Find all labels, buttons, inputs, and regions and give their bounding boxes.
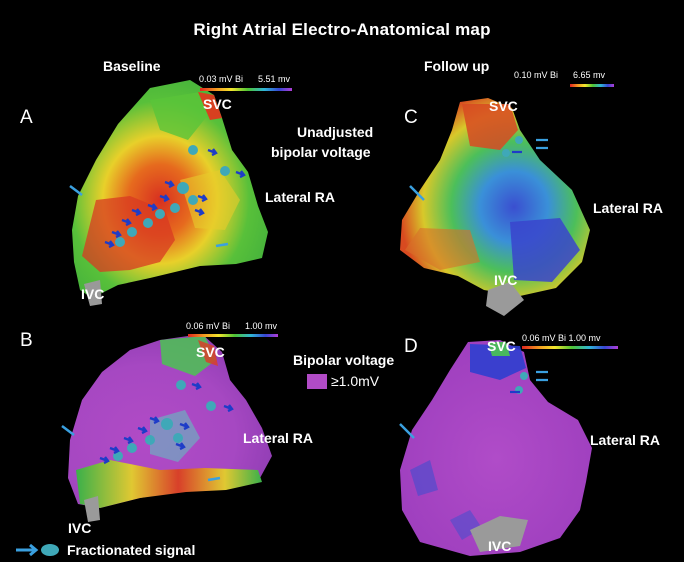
map-a: [72, 80, 268, 306]
scale-c-min: 0.10 mV Bi: [514, 70, 559, 80]
svc-label-d: SVC: [487, 338, 516, 354]
scale-a-bar: [200, 88, 292, 91]
scale-d-bar: [522, 346, 618, 349]
svc-label-c: SVC: [489, 98, 518, 114]
fractionated-signal-label: Fractionated signal: [67, 542, 196, 558]
lateral-ra-label-d: Lateral RA: [590, 432, 661, 448]
lateral-ra-label-c: Lateral RA: [593, 200, 664, 216]
map-c-fractionated-markers: [409, 136, 548, 201]
ivc-label-d: IVC: [488, 538, 512, 554]
scale-c-bar: [570, 84, 614, 87]
followup-label: Follow up: [424, 58, 490, 74]
bipolar-voltage-label-a: bipolar voltage: [271, 144, 371, 160]
scale-b-max: 1.00 mv: [245, 321, 278, 331]
map-a-fractionated-markers: [69, 145, 246, 249]
scale-b-bar: [188, 334, 278, 337]
unadjusted-label: Unadjusted: [297, 124, 374, 140]
lateral-ra-label-a: Lateral RA: [265, 189, 336, 205]
panel-letter-d: D: [404, 336, 418, 357]
baseline-label: Baseline: [103, 58, 161, 74]
ivc-label-b: IVC: [68, 520, 92, 536]
panel-letter-b: B: [20, 330, 33, 351]
scale-d: 0.06 mV Bi 1.00 mv: [522, 333, 601, 343]
scale-a-max: 5.51 mv: [258, 74, 291, 84]
scale-a-min: 0.03 mV Bi: [199, 74, 244, 84]
bipolar-voltage-label-b: Bipolar voltage: [293, 352, 395, 368]
panel-letter-a: A: [20, 107, 33, 128]
lateral-ra-label-b: Lateral RA: [243, 430, 314, 446]
scale-b-min: 0.06 mV Bi: [186, 321, 231, 331]
magenta-swatch: [307, 374, 327, 389]
ivc-label-c: IVC: [494, 272, 518, 288]
svc-label-b: SVC: [196, 344, 225, 360]
map-c: [400, 98, 590, 316]
ivc-label-a: IVC: [81, 286, 105, 302]
svc-label-a: SVC: [203, 96, 232, 112]
figure-title: Right Atrial Electro-Anatomical map: [193, 20, 491, 39]
map-b-fractionated-markers: [61, 380, 234, 482]
panel-letter-c: C: [404, 107, 418, 128]
map-d: [400, 340, 592, 556]
scale-c-max: 6.65 mv: [573, 70, 606, 80]
map-d-fractionated-markers: [399, 370, 548, 439]
threshold-label: ≥1.0mV: [331, 373, 380, 389]
legend-marker: [16, 543, 59, 557]
